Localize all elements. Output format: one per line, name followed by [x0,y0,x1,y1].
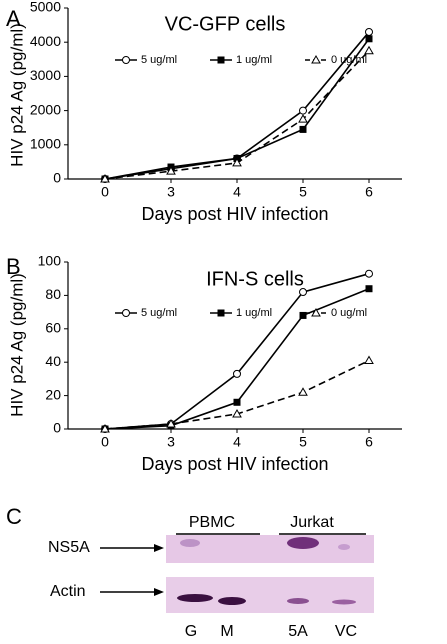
chart-title: VC-GFP cells [165,13,286,35]
marker [365,35,373,43]
y-tick-label: 80 [45,286,61,302]
lane-label: 5A [288,623,308,640]
legend-label: 0 ug/ml [331,54,367,66]
legend-label: 0 ug/ml [331,307,367,319]
row-label: NS5A [48,539,90,556]
y-tick-label: 20 [45,386,61,402]
x-tick-label: 4 [233,184,241,200]
legend-label: 5 ug/ml [141,307,177,319]
marker [233,369,241,378]
row-label: Actin [50,583,86,600]
blot-strip [166,535,374,563]
marker [233,398,241,406]
panel-label: A [6,6,21,31]
panel-label: C [6,504,22,529]
marker [299,288,307,297]
x-axis-label: Days post HIV infection [141,204,328,224]
chart-title: IFN-S cells [206,268,304,290]
marker [100,173,110,183]
legend-marker [217,309,225,317]
marker [100,423,110,433]
lane-label: G [185,623,197,640]
y-axis-label: HIV p24 Ag (pg/ml) [7,23,26,167]
band [177,594,213,602]
y-tick-label: 100 [38,253,62,269]
marker [299,311,307,319]
y-tick-label: 4000 [30,33,61,49]
marker [365,285,373,293]
marker [299,106,307,115]
legend-label: 1 ug/ml [236,307,272,319]
marker [232,157,242,167]
y-tick-label: 0 [53,170,61,186]
marker [299,125,307,133]
group-label: Jurkat [290,514,334,531]
x-tick-label: 3 [167,434,175,450]
y-tick-label: 60 [45,320,61,336]
marker [365,27,373,36]
marker [232,408,242,418]
y-tick-label: 2000 [30,101,61,117]
lane-label: M [220,623,233,640]
marker [166,418,176,428]
x-axis-label: Days post HIV infection [141,454,328,474]
band [218,597,246,605]
legend-label: 5 ug/ml [141,54,177,66]
arrow-head [154,588,164,596]
band [332,599,356,605]
x-tick-label: 0 [101,184,109,200]
marker [298,387,308,396]
y-tick-label: 0 [53,420,61,436]
x-tick-label: 0 [101,434,109,450]
x-tick-label: 6 [365,184,373,200]
band [338,544,350,550]
band [180,539,200,547]
legend-marker [311,54,321,64]
x-tick-label: 5 [299,184,307,200]
marker [364,45,374,55]
y-tick-label: 1000 [30,136,61,152]
band [287,598,309,604]
y-axis-label: HIV p24 Ag (pg/ml) [7,273,26,417]
marker [298,114,308,123]
lane-label: VC [335,623,357,640]
arrow-head [154,544,164,552]
group-label: PBMC [189,514,235,531]
y-tick-label: 5000 [30,0,61,15]
panel-label: B [6,254,21,279]
legend-marker [122,56,130,64]
legend-label: 1 ug/ml [236,54,272,66]
marker [365,269,373,278]
x-tick-label: 6 [365,434,373,450]
marker [166,166,176,175]
band [287,537,319,549]
x-tick-label: 5 [299,434,307,450]
x-tick-label: 4 [233,434,241,450]
legend-marker [311,307,321,317]
legend-marker [122,309,130,317]
marker [364,355,374,365]
y-tick-label: 40 [45,353,61,369]
legend-marker [217,56,225,64]
x-tick-label: 3 [167,184,175,200]
y-tick-label: 3000 [30,67,61,83]
